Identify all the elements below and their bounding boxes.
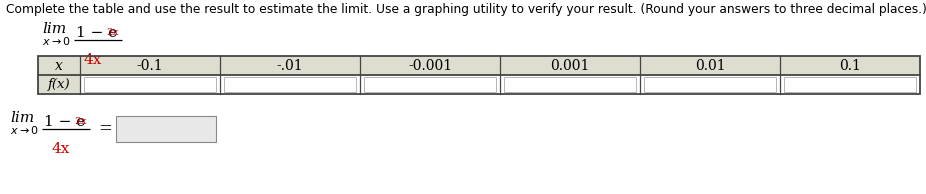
Bar bbox=[224, 77, 356, 92]
Text: -0.1: -0.1 bbox=[137, 59, 163, 73]
Text: 0.001: 0.001 bbox=[550, 59, 590, 73]
Text: -.01: -.01 bbox=[277, 59, 304, 73]
Text: lim: lim bbox=[10, 111, 34, 125]
Bar bbox=[116, 116, 216, 142]
Bar bbox=[504, 77, 636, 92]
Text: 2x: 2x bbox=[74, 117, 86, 126]
Text: 2x: 2x bbox=[106, 28, 119, 37]
Text: 4x: 4x bbox=[84, 53, 103, 67]
Text: 1 − e: 1 − e bbox=[44, 115, 85, 129]
Bar bbox=[84, 77, 216, 92]
Text: $x\rightarrow 0$: $x\rightarrow 0$ bbox=[10, 124, 39, 136]
Bar bbox=[644, 77, 776, 92]
Text: x: x bbox=[55, 59, 63, 73]
Text: =: = bbox=[98, 120, 112, 138]
Text: 4x: 4x bbox=[52, 142, 70, 156]
Bar bbox=[38, 56, 920, 94]
Text: Complete the table and use the result to estimate the limit. Use a graphing util: Complete the table and use the result to… bbox=[6, 3, 926, 16]
Text: lim: lim bbox=[42, 22, 67, 36]
Text: -0.001: -0.001 bbox=[408, 59, 452, 73]
Bar bbox=[38, 75, 80, 94]
Text: $x\rightarrow 0$: $x\rightarrow 0$ bbox=[42, 35, 70, 47]
Text: 0.1: 0.1 bbox=[839, 59, 861, 73]
Text: f(x): f(x) bbox=[47, 78, 70, 91]
Bar bbox=[364, 77, 496, 92]
Text: 1 − e: 1 − e bbox=[76, 26, 118, 40]
Bar bbox=[38, 56, 920, 75]
Bar bbox=[784, 77, 916, 92]
Text: 0.01: 0.01 bbox=[694, 59, 725, 73]
